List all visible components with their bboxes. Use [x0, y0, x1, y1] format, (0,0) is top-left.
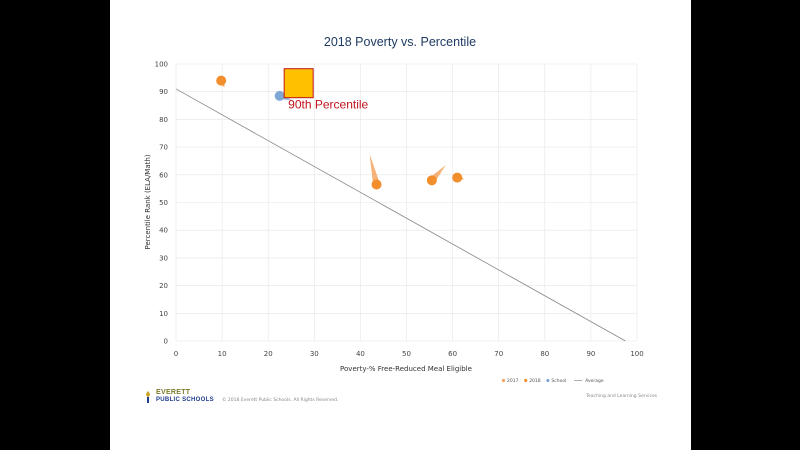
tick-layer: 0 10 20 30 40 50 60 70 80 90 100 0 10 20 30 40 50 60 70 80 9… [155, 61, 644, 359]
trail-mark [369, 154, 380, 186]
y-tick-label: 20 [159, 282, 168, 290]
trail-layer [218, 79, 465, 186]
average-line-layer [175, 88, 626, 342]
footer-right-text: Teaching and Learning Services [586, 394, 658, 399]
x-tick-label: 50 [402, 350, 411, 358]
point-layer [216, 75, 463, 190]
logo-text-line2: PUBLIC SCHOOLS [156, 397, 214, 403]
slide: 2018 Poverty vs. Percentile 0 10 20 30 40 50 6… [110, 0, 691, 450]
y-tick-label: 80 [159, 116, 168, 124]
x-tick-label: 80 [540, 350, 549, 358]
district-logo: EVERETT PUBLIC SCHOOLS [142, 389, 232, 409]
legend-swatch [501, 378, 506, 383]
x-tick-label: 100 [630, 350, 643, 358]
x-tick-label: 10 [218, 350, 227, 358]
average-line [175, 88, 626, 342]
torch-icon [146, 391, 150, 403]
y-tick-label: 100 [155, 61, 168, 69]
x-axis-label: Poverty-% Free-Reduced Meal Eligible [340, 365, 472, 373]
legend-label: School [551, 378, 566, 384]
y-tick-label: 50 [159, 199, 168, 207]
legend-label: Average [585, 378, 604, 384]
legend-label: 2017 [507, 378, 519, 384]
legend-swatch [546, 378, 550, 383]
x-tick-label: 30 [310, 350, 319, 358]
legend-label: 2018 [529, 378, 541, 384]
annotation-layer: 90th Percentile [283, 68, 369, 112]
y-tick-label: 30 [159, 254, 168, 262]
x-tick-label: 0 [174, 350, 178, 358]
y-tick-label: 60 [159, 171, 168, 179]
x-tick-label: 20 [264, 350, 273, 358]
school-2018-point [452, 172, 463, 183]
chart-title: 2018 Poverty vs. Percentile [324, 35, 476, 49]
x-tick-label: 60 [448, 350, 457, 358]
percentile-marker [283, 68, 314, 99]
copyright-text: © 2018 Everett Public Schools. All Right… [222, 398, 339, 403]
school-2018-point [216, 75, 227, 86]
annotation-label: 90th Percentile [288, 98, 368, 112]
y-tick-label: 70 [159, 144, 168, 152]
x-tick-label: 70 [494, 350, 503, 358]
chart: 2018 Poverty vs. Percentile 0 10 20 30 40 50 6… [144, 35, 644, 384]
x-tick-label: 90 [586, 350, 595, 358]
y-tick-label: 10 [159, 310, 168, 318]
legend-swatch [524, 378, 528, 383]
school-point [274, 90, 285, 101]
y-tick-label: 40 [159, 227, 168, 235]
y-axis-label: Percentile Rank (ELA/Math) [144, 154, 152, 249]
y-tick-label: 90 [159, 88, 168, 96]
school-2018-point [426, 175, 437, 186]
y-tick-label: 0 [164, 338, 168, 346]
logo-text-line1: EVERETT [156, 389, 191, 396]
school-2018-point [371, 179, 382, 190]
x-tick-label: 40 [356, 350, 365, 358]
grid [175, 63, 638, 342]
legend: 2017 2018 School Average [501, 378, 604, 384]
